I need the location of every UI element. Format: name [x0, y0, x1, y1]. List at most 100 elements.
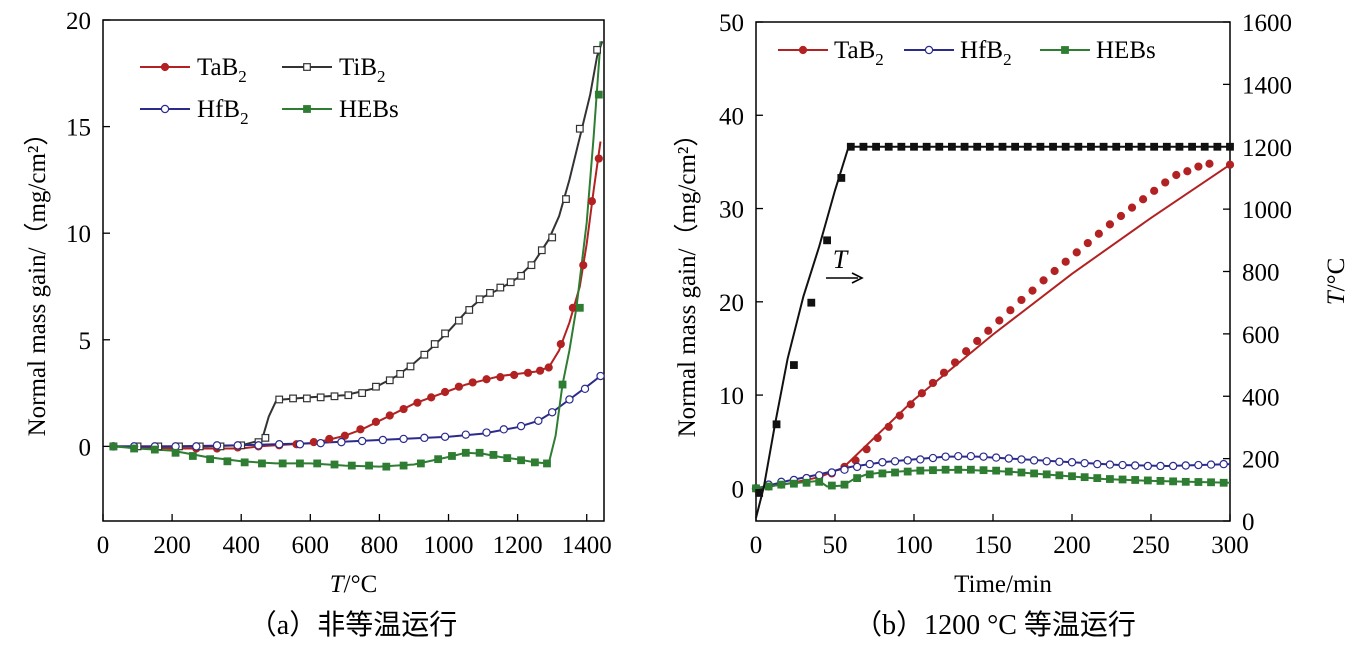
- y-tick-label: 0: [79, 434, 92, 461]
- data-point-tib: [358, 389, 367, 397]
- x-tick-label: 800: [361, 532, 399, 559]
- y-tick-label: 20: [719, 290, 744, 317]
- temperature-annotation: T: [826, 245, 864, 284]
- data-point-hfb: [979, 452, 988, 461]
- data-point-hfb: [1067, 458, 1077, 467]
- data-point-tib: [289, 394, 297, 403]
- data-point-tab: [556, 339, 565, 349]
- temperature-point: [973, 142, 982, 151]
- temperature-point: [1200, 142, 1209, 151]
- data-point-hebs: [1106, 475, 1114, 483]
- data-point-tab: [579, 261, 588, 270]
- y-tick-label: 10: [719, 383, 744, 410]
- y-axis-label: Normal mass gain/（mg/cm²）: [23, 121, 51, 437]
- data-point-hfb: [966, 451, 976, 461]
- temperature-point: [1049, 142, 1057, 151]
- data-point-hebs: [296, 459, 304, 468]
- data-point-tib: [548, 233, 557, 242]
- data-point-hebs: [448, 452, 456, 460]
- data-point-hebs: [1055, 471, 1064, 480]
- data-point-tab: [1194, 162, 1203, 171]
- data-point-tib: [330, 392, 339, 401]
- legend-label: TaB2: [197, 54, 247, 86]
- x-tick-label: 400: [222, 532, 260, 559]
- data-point-hebs: [258, 459, 266, 468]
- x-axis-label: Time/min: [954, 571, 1052, 598]
- data-point-hfb: [192, 442, 201, 451]
- data-point-tab: [873, 433, 882, 443]
- data-point-tab: [594, 154, 603, 163]
- data-point-hfb: [399, 434, 408, 444]
- data-point-tab: [1028, 286, 1037, 295]
- data-point-hfb: [852, 462, 862, 472]
- data-point-hebs: [853, 474, 862, 482]
- data-point-hfb: [516, 421, 526, 431]
- temperature-point: [872, 142, 880, 151]
- data-point-tib: [537, 246, 546, 255]
- data-point-hebs: [1093, 474, 1102, 482]
- x-tick-label: 600: [292, 532, 330, 559]
- data-point-hfb: [916, 455, 925, 464]
- data-point-tab: [1116, 211, 1126, 221]
- data-point-hebs: [815, 477, 824, 486]
- data-point-tab: [1050, 266, 1059, 276]
- data-point-hebs: [330, 460, 339, 469]
- data-point-hebs: [594, 90, 603, 99]
- y2-tick-label: 1200: [1242, 135, 1292, 162]
- data-point-tab: [468, 378, 477, 387]
- x-tick-label: 1200: [493, 532, 543, 559]
- data-point-hebs: [1042, 470, 1051, 479]
- data-point-tab: [413, 398, 422, 407]
- data-point-tib: [372, 382, 380, 391]
- data-point-tab: [928, 378, 938, 388]
- data-point-hebs: [992, 466, 1001, 475]
- data-point-hfb: [482, 428, 491, 437]
- y-tick-label: 5: [79, 328, 92, 355]
- data-point-hebs: [171, 448, 180, 457]
- data-point-tab: [884, 422, 893, 431]
- data-point-hebs: [802, 478, 811, 487]
- data-point-tab: [1072, 248, 1081, 257]
- panel-caption: （a）非等温运行: [249, 609, 457, 641]
- data-point-hfb: [1004, 454, 1014, 463]
- series-line-hfb: [113, 375, 602, 448]
- data-point-hfb: [890, 457, 900, 466]
- data-point-hfb: [815, 471, 824, 480]
- data-point-hfb: [357, 436, 367, 446]
- annotation-arrow-head: [851, 272, 864, 284]
- data-point-tib: [562, 195, 570, 203]
- temperature-point: [1162, 142, 1171, 151]
- data-point-tib: [517, 271, 525, 280]
- data-point-hfb: [212, 441, 222, 450]
- data-point-hfb: [461, 430, 470, 439]
- data-point-hebs: [1017, 468, 1026, 477]
- data-point-hfb: [337, 437, 346, 447]
- temperature-point: [1150, 142, 1159, 151]
- x-tick-label: 100: [895, 532, 933, 559]
- data-point-hebs: [223, 457, 232, 466]
- data-point-hebs: [1169, 477, 1178, 486]
- x-tick-label: 250: [1132, 532, 1170, 559]
- data-point-hebs: [1156, 476, 1165, 485]
- data-point-hfb: [1156, 461, 1165, 471]
- data-point-hebs: [764, 482, 773, 491]
- data-point-hfb: [1017, 455, 1026, 464]
- data-point-hebs: [1080, 473, 1089, 482]
- data-point-hfb: [941, 452, 950, 461]
- temperature-point: [837, 174, 846, 182]
- data-point-tab: [895, 411, 904, 420]
- data-point-hebs: [1004, 467, 1013, 476]
- legend-marker: [303, 63, 311, 71]
- temperature-point: [922, 142, 931, 151]
- data-point-hfb: [1194, 460, 1203, 470]
- temperature-point: [985, 142, 994, 151]
- data-point-tab: [325, 434, 334, 444]
- temperature-point: [1213, 142, 1222, 151]
- data-point-tib: [316, 393, 325, 402]
- data-point-hfb: [1219, 459, 1228, 469]
- legend-marker: [798, 45, 808, 55]
- data-point-hebs: [954, 465, 963, 474]
- legend-entry-hebs: HEBs: [1040, 37, 1156, 64]
- data-point-tab: [1172, 170, 1181, 180]
- temperature-point: [897, 142, 906, 151]
